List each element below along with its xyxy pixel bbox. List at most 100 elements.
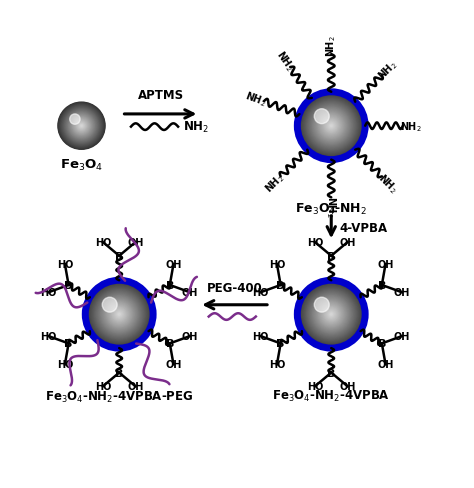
Circle shape — [325, 120, 338, 133]
Circle shape — [325, 121, 337, 132]
Circle shape — [317, 300, 346, 329]
Circle shape — [77, 122, 86, 131]
Circle shape — [308, 103, 355, 150]
Circle shape — [313, 109, 349, 144]
Text: HO: HO — [269, 360, 285, 369]
Text: B: B — [165, 339, 174, 349]
Circle shape — [61, 106, 102, 147]
Text: NH$_2$: NH$_2$ — [324, 36, 338, 57]
Circle shape — [95, 290, 144, 339]
Circle shape — [117, 312, 122, 317]
Circle shape — [325, 308, 338, 321]
Circle shape — [92, 287, 146, 342]
Circle shape — [69, 114, 94, 140]
Text: NH$_2$: NH$_2$ — [324, 196, 338, 217]
Text: OH: OH — [393, 331, 410, 342]
Circle shape — [326, 122, 337, 131]
Circle shape — [312, 108, 350, 145]
Circle shape — [107, 303, 131, 326]
Circle shape — [309, 104, 353, 148]
Circle shape — [89, 284, 150, 345]
Text: OH: OH — [339, 382, 356, 391]
Circle shape — [328, 312, 334, 317]
Circle shape — [64, 109, 99, 144]
Text: APTMS: APTMS — [137, 89, 184, 102]
Circle shape — [79, 124, 84, 129]
Circle shape — [305, 100, 357, 153]
Text: B: B — [378, 339, 386, 349]
Circle shape — [108, 304, 130, 325]
Circle shape — [309, 292, 353, 337]
Circle shape — [116, 311, 123, 318]
Circle shape — [96, 292, 142, 337]
Circle shape — [73, 118, 91, 135]
Circle shape — [63, 108, 100, 145]
Circle shape — [326, 309, 337, 320]
Circle shape — [313, 297, 349, 332]
Circle shape — [321, 305, 341, 325]
Circle shape — [65, 110, 98, 143]
Circle shape — [297, 281, 365, 348]
Circle shape — [102, 298, 117, 312]
Circle shape — [101, 297, 137, 332]
Circle shape — [321, 116, 341, 137]
Text: HO: HO — [307, 382, 323, 391]
Circle shape — [307, 290, 356, 339]
Circle shape — [324, 119, 339, 134]
Circle shape — [114, 309, 124, 320]
Text: OH: OH — [165, 260, 182, 269]
Text: Fe$_3$O$_4$-NH$_2$: Fe$_3$O$_4$-NH$_2$ — [295, 201, 367, 216]
Circle shape — [319, 114, 344, 139]
Text: HO: HO — [253, 287, 269, 298]
Circle shape — [70, 115, 80, 125]
Circle shape — [91, 286, 147, 343]
Circle shape — [320, 116, 342, 138]
Circle shape — [97, 292, 141, 337]
Text: HO: HO — [253, 331, 269, 342]
Circle shape — [319, 303, 343, 326]
Circle shape — [72, 117, 91, 137]
Text: NH$_2$: NH$_2$ — [183, 120, 209, 135]
Circle shape — [74, 119, 89, 134]
Circle shape — [323, 306, 340, 323]
Text: B: B — [64, 281, 73, 290]
Circle shape — [328, 124, 334, 129]
Circle shape — [118, 313, 121, 316]
Circle shape — [314, 109, 329, 124]
Circle shape — [314, 298, 348, 331]
Circle shape — [327, 122, 336, 131]
Text: HO: HO — [95, 238, 111, 247]
Text: B: B — [327, 251, 336, 261]
Circle shape — [107, 302, 132, 327]
Circle shape — [318, 113, 345, 140]
Circle shape — [80, 125, 82, 127]
Circle shape — [300, 95, 363, 158]
Circle shape — [79, 123, 84, 129]
Circle shape — [105, 300, 134, 329]
Text: HO: HO — [57, 360, 73, 369]
Circle shape — [62, 106, 101, 146]
Circle shape — [304, 287, 358, 342]
Circle shape — [303, 286, 359, 343]
Circle shape — [118, 314, 120, 315]
Text: OH: OH — [377, 260, 394, 269]
Circle shape — [306, 101, 357, 152]
Text: NH$_2$: NH$_2$ — [262, 170, 287, 196]
Text: B: B — [276, 339, 285, 349]
Circle shape — [301, 96, 362, 157]
Text: OH: OH — [127, 382, 144, 391]
Circle shape — [311, 294, 352, 335]
Circle shape — [302, 286, 360, 344]
Text: B: B — [378, 281, 386, 290]
Circle shape — [314, 109, 348, 143]
Circle shape — [103, 299, 135, 331]
Text: B: B — [327, 368, 336, 378]
Circle shape — [86, 282, 152, 347]
Text: HO: HO — [95, 382, 111, 391]
Circle shape — [69, 114, 94, 139]
Circle shape — [314, 298, 329, 312]
Text: PEG-400: PEG-400 — [207, 282, 263, 295]
Circle shape — [298, 282, 365, 347]
Text: Fe$_3$O$_4$-NH$_2$-4VPBA-PEG: Fe$_3$O$_4$-NH$_2$-4VPBA-PEG — [45, 389, 193, 405]
Circle shape — [64, 109, 99, 143]
